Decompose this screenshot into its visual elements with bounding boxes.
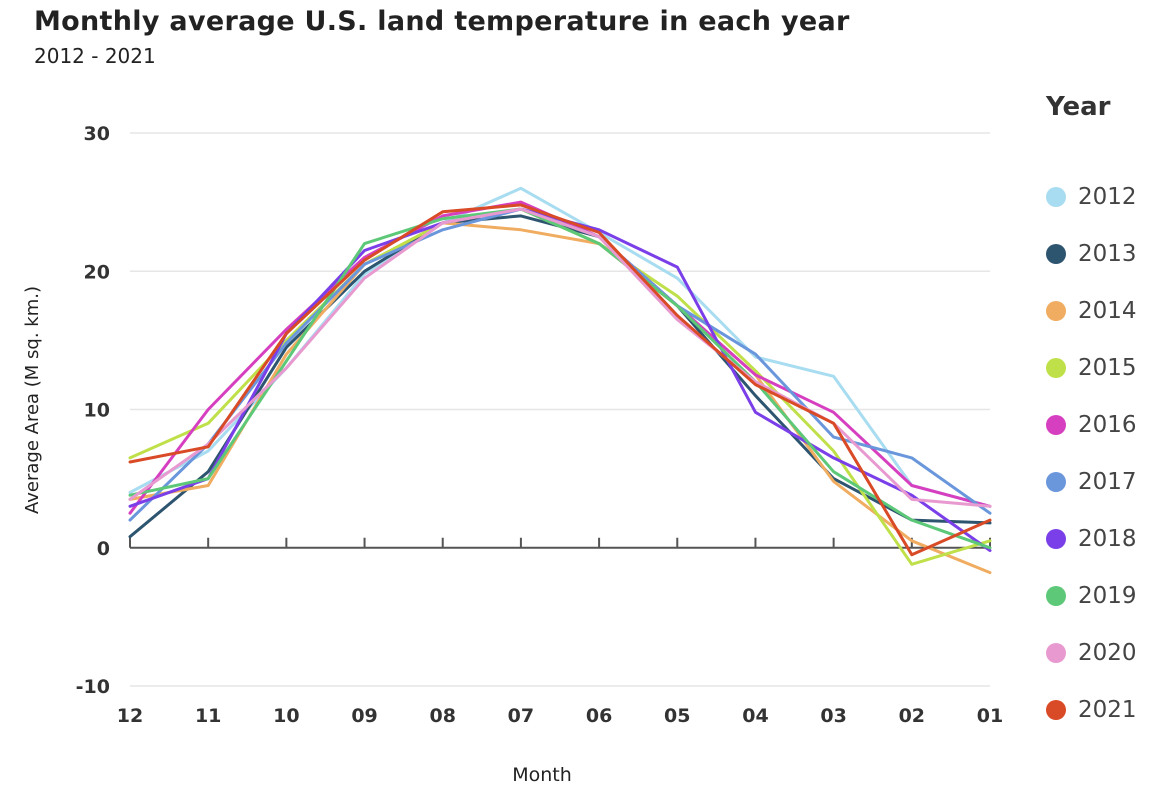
legend-item-2020[interactable]: 2020 (1046, 624, 1137, 681)
x-axis-label: Month (512, 764, 572, 786)
legend-item-2013[interactable]: 2013 (1046, 225, 1137, 282)
x-tick-label: 04 (742, 705, 768, 727)
legend-swatch (1046, 585, 1066, 606)
legend-swatch (1046, 357, 1066, 378)
legend-label: 2014 (1078, 297, 1137, 324)
line-chart: -10 0 10 20 30 12 11 10 09 08 07 06 05 04 03 02 01 Mont… (22, 123, 1003, 786)
legend-swatch (1046, 243, 1066, 264)
legend-swatch (1046, 186, 1066, 207)
legend-item-2021[interactable]: 2021 (1046, 681, 1137, 738)
legend-swatch (1046, 528, 1066, 549)
x-tick-label: 12 (117, 705, 143, 727)
y-axis-label: Average Area (M sq. km.) (22, 286, 43, 514)
legend-item-2012[interactable]: 2012 (1046, 168, 1137, 225)
legend-label: 2017 (1078, 468, 1137, 495)
x-tick-label: 06 (586, 705, 612, 727)
legend-label: 2020 (1078, 639, 1137, 666)
x-tick-label: 03 (820, 705, 846, 727)
x-tick-label: 11 (195, 705, 221, 727)
legend-swatch (1046, 414, 1066, 435)
x-tick-label: 09 (351, 705, 377, 727)
y-tick-label: 20 (84, 261, 110, 283)
legend-swatch (1046, 642, 1066, 663)
legend-label: 2013 (1078, 240, 1137, 267)
legend-swatch (1046, 699, 1066, 720)
y-tick-label: 10 (84, 400, 110, 422)
legend-item-2017[interactable]: 2017 (1046, 453, 1137, 510)
legend-label: 2012 (1078, 183, 1137, 210)
legend-label: 2018 (1078, 525, 1137, 552)
x-tick-label: 02 (899, 705, 925, 727)
legend-item-2014[interactable]: 2014 (1046, 282, 1137, 339)
legend-label: 2016 (1078, 411, 1137, 438)
chart-title: Monthly average U.S. land temperature in… (34, 6, 850, 37)
x-tick-label: 07 (508, 705, 534, 727)
legend-item-2018[interactable]: 2018 (1046, 510, 1137, 567)
series-lines (128, 186, 992, 575)
x-tick-label: 08 (430, 705, 456, 727)
legend-item-2019[interactable]: 2019 (1046, 567, 1137, 624)
series-line-2014 (128, 221, 992, 575)
series-line-2021 (128, 203, 992, 557)
legend-label: 2021 (1078, 696, 1137, 723)
legend-title: Year (1046, 92, 1111, 122)
legend-label: 2015 (1078, 354, 1137, 381)
legend-item-2016[interactable]: 2016 (1046, 396, 1137, 453)
x-axis: 12 11 10 09 08 07 06 05 04 03 02 01 (117, 537, 1003, 727)
y-tick-label: -10 (76, 676, 110, 698)
y-tick-label: 0 (97, 538, 110, 560)
y-axis-ticks: -10 0 10 20 30 (76, 123, 110, 698)
series-line-2020 (128, 207, 992, 508)
chart-subtitle: 2012 - 2021 (34, 44, 156, 68)
legend-item-2015[interactable]: 2015 (1046, 339, 1137, 396)
x-tick-label: 01 (977, 705, 1003, 727)
legend-label: 2019 (1078, 582, 1137, 609)
legend-swatch (1046, 300, 1066, 321)
grid-lines (130, 132, 990, 687)
y-tick-label: 30 (84, 123, 110, 145)
x-tick-label: 05 (664, 705, 690, 727)
x-tick-label: 10 (273, 705, 299, 727)
series-line-2017 (128, 207, 992, 522)
legend-swatch (1046, 471, 1066, 492)
legend: 2012 2013 2014 2015 2016 2017 2018 2019 2020 2021 (1046, 168, 1137, 738)
